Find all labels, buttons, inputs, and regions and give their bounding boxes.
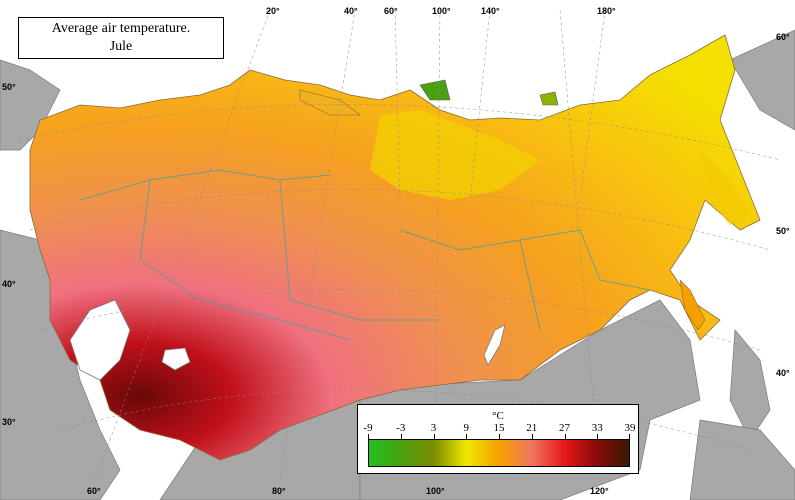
- legend-tick-label: 21: [526, 422, 538, 434]
- surrounding-land-japan: [729, 329, 771, 441]
- legend-tick-label: 33: [591, 422, 603, 434]
- left-latitude-label: 50°: [2, 82, 16, 92]
- bottom-longitude-label: 100°: [426, 486, 445, 496]
- legend-tick-mark: [400, 434, 402, 440]
- legend-tick-mark: [629, 434, 630, 440]
- new-siberian-islands: [539, 91, 559, 106]
- map-title: Average air temperature.: [51, 21, 191, 36]
- legend-tick-mark: [368, 434, 369, 440]
- legend-color-bar: [368, 439, 630, 467]
- kamchatka-cool-zone: [700, 150, 750, 225]
- top-longitude-label: 100°: [432, 6, 451, 16]
- bottom-longitude-label: 60°: [87, 486, 101, 496]
- legend-tick-label: 15: [493, 422, 505, 434]
- temperature-legend: °C -9 -3 3 9 15 21 27 33 39: [357, 404, 639, 474]
- top-longitude-label: 140°: [481, 6, 500, 16]
- graticule: [19, 9, 781, 481]
- left-latitude-label: 30°: [2, 417, 16, 427]
- top-longitude-label: 60°: [384, 6, 398, 16]
- legend-tick-mark: [499, 434, 500, 440]
- legend-tick-mark: [564, 434, 566, 440]
- internal-borders: [79, 169, 651, 341]
- bottom-longitude-label: 80°: [272, 486, 286, 496]
- surrounding-land-southeast: [689, 419, 795, 500]
- caspian-sea: [69, 299, 131, 381]
- surrounding-land-alaska: [729, 29, 795, 131]
- legend-tick-label: -9: [363, 422, 373, 434]
- legend-tick-label: -3: [396, 422, 406, 434]
- legend-tick-mark: [433, 434, 435, 440]
- severnaya-zemlya: [419, 79, 451, 101]
- right-latitude-label: 40°: [776, 368, 790, 378]
- right-latitude-label: 50°: [776, 226, 790, 236]
- legend-tick-mark: [531, 434, 533, 440]
- legend-unit: °C: [492, 410, 504, 422]
- lake-baikal: [483, 324, 506, 366]
- north-cool-zone: [370, 110, 540, 200]
- legend-tick-mark: [597, 434, 599, 440]
- legend-tick-label: 27: [559, 422, 570, 434]
- legend-tick-marks: [368, 434, 630, 440]
- map-subtitle: Jule: [109, 39, 133, 54]
- left-latitude-label: 40°: [2, 279, 16, 289]
- legend-tick-mark: [466, 434, 468, 440]
- legend-tick-label: 9: [463, 422, 470, 434]
- top-longitude-label: 20°: [266, 6, 280, 16]
- legend-tick-label: 3: [430, 422, 437, 434]
- map-title-box: Average air temperature. Jule: [18, 17, 224, 59]
- bottom-longitude-label: 120°: [590, 486, 609, 496]
- novaya-zemlya: [299, 89, 361, 116]
- top-longitude-label: 40°: [344, 6, 358, 16]
- legend-tick-label: 39: [624, 422, 636, 434]
- legend-tick-labels: -9 -3 3 9 15 21 27 33 39: [358, 422, 638, 436]
- sakhalin: [679, 279, 706, 331]
- temperature-region: [29, 34, 761, 461]
- right-latitude-label: 60°: [776, 32, 790, 42]
- top-longitude-label: 180°: [597, 6, 616, 16]
- aral-sea: [161, 347, 191, 371]
